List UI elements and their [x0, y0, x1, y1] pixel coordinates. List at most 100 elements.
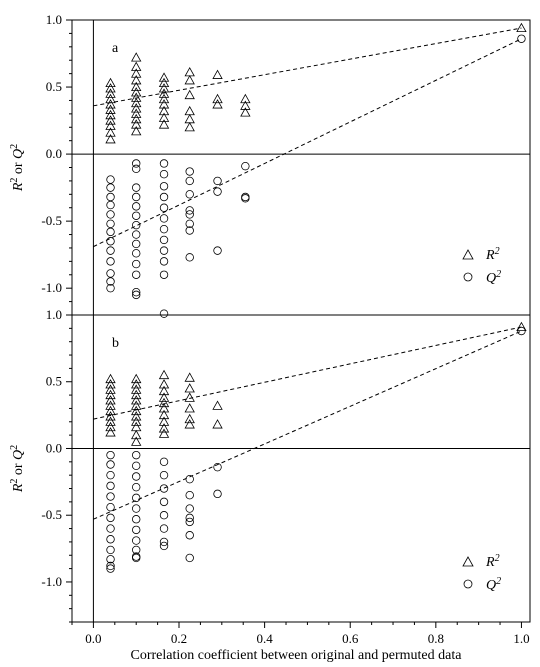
trend-line	[93, 27, 522, 107]
y-tick-label: -1.0	[41, 280, 62, 295]
x-tick-label: 0.6	[342, 631, 359, 646]
r2-point	[184, 66, 195, 77]
r2-point	[184, 383, 195, 393]
q2-point	[106, 561, 115, 571]
q2-point	[132, 545, 141, 555]
q2-point	[132, 482, 141, 492]
q2-point	[106, 257, 115, 266]
q2-point	[132, 270, 141, 279]
q2-point	[159, 246, 169, 255]
r2-point	[105, 400, 116, 410]
q2-point	[132, 202, 141, 211]
r2-point	[131, 81, 142, 92]
r2-point	[105, 373, 116, 384]
q2-point	[132, 525, 141, 535]
q2-point	[241, 194, 250, 203]
q2-point	[106, 237, 115, 246]
r2-point	[131, 125, 142, 136]
r2-point	[158, 392, 170, 402]
r2-point	[184, 419, 195, 429]
r2-point	[105, 416, 116, 426]
q2-point	[159, 170, 169, 179]
trend-line	[93, 38, 522, 248]
r2-point	[158, 88, 170, 98]
legend-q2-label: Q2	[486, 576, 501, 594]
r2-point	[105, 379, 116, 389]
y-tick-label: 1.0	[46, 12, 62, 27]
q2-point	[106, 269, 115, 278]
q2-point	[132, 164, 141, 174]
r2-point	[158, 83, 170, 93]
q2-point	[159, 524, 169, 533]
r2-point	[184, 113, 195, 124]
r2-point	[158, 428, 170, 438]
q2-point	[106, 200, 115, 210]
y-tick-label: 1.0	[46, 307, 62, 322]
r2-point	[131, 61, 142, 71]
q2-point	[132, 239, 141, 249]
r2-point	[105, 88, 116, 98]
x-tick-label: 0.8	[428, 631, 444, 646]
q2-point	[159, 214, 169, 223]
y-tick-label: 0.0	[46, 440, 62, 455]
r2-point	[158, 416, 170, 426]
q2-point	[241, 161, 250, 171]
q2-point	[132, 515, 141, 524]
q2-point	[132, 230, 141, 239]
x-tick-label: 0.2	[171, 631, 187, 646]
q2-point	[132, 211, 141, 220]
q2-point	[159, 182, 169, 191]
r2-point	[105, 109, 116, 120]
q2-point	[185, 517, 194, 527]
q2-point	[213, 187, 222, 196]
r2-point	[212, 400, 223, 410]
q2-point	[132, 290, 141, 300]
q2-point	[106, 481, 115, 491]
r2-point	[105, 405, 116, 416]
q2-point	[132, 504, 141, 513]
legend-r2-marker	[462, 556, 474, 567]
q2-point	[185, 531, 194, 540]
q2-point	[185, 504, 194, 513]
q2-point	[106, 450, 115, 460]
q2-point	[159, 203, 169, 212]
r2-point	[131, 92, 142, 102]
r2-point	[158, 93, 170, 104]
q2-point	[185, 190, 194, 199]
legend-r2-marker	[462, 249, 474, 260]
r2-point	[131, 119, 142, 129]
r2-point	[131, 75, 142, 85]
legend-r2-label: R2	[485, 553, 500, 571]
q2-point	[132, 536, 141, 545]
q2-point	[106, 460, 115, 469]
r2-point	[184, 105, 195, 116]
r2-point	[105, 99, 116, 109]
r2-point	[105, 115, 116, 125]
y-axis-title: R2 or Q2	[9, 445, 27, 493]
x-tick-label: 0.4	[256, 631, 273, 646]
q2-point	[132, 249, 141, 258]
r2-point	[105, 411, 116, 421]
q2-point	[185, 474, 194, 484]
legend-q2-label: Q2	[486, 269, 501, 287]
r2-point	[212, 99, 223, 109]
q2-point	[132, 493, 141, 503]
r2-point	[184, 121, 195, 132]
q2-point	[185, 553, 194, 563]
q2-point	[213, 176, 222, 186]
r2-point	[105, 83, 116, 93]
r2-point	[158, 99, 170, 109]
q2-point	[106, 246, 115, 255]
panel-label: a	[112, 41, 119, 56]
y-axis-title: R2 or Q2	[9, 144, 27, 192]
r2-point	[158, 385, 170, 396]
q2-point	[159, 537, 169, 547]
r2-point	[158, 379, 170, 389]
r2-point	[158, 105, 170, 116]
r2-point	[212, 69, 223, 79]
r2-point	[105, 127, 116, 137]
legend-r2-label: R2	[485, 246, 500, 264]
r2-point	[240, 93, 251, 104]
trend-line	[93, 330, 522, 520]
